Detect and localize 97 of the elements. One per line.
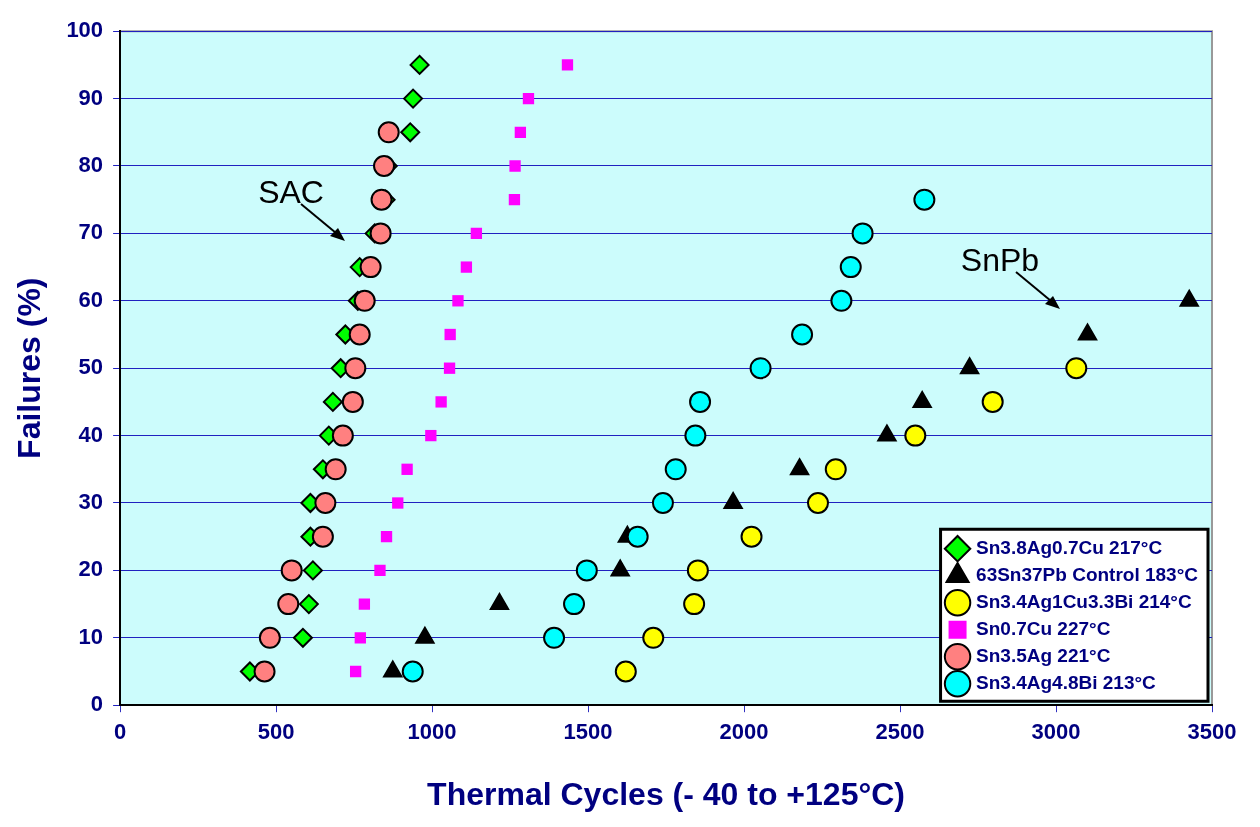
point (683, 593, 706, 616)
point (1065, 357, 1088, 380)
point (686, 559, 709, 582)
point (452, 295, 464, 307)
point (370, 188, 393, 211)
point (344, 357, 367, 380)
point (851, 222, 874, 245)
point (460, 261, 473, 273)
x-tick-label: 3500 (1187, 719, 1237, 745)
point (302, 560, 323, 581)
point (664, 458, 687, 481)
point (543, 626, 566, 649)
point (824, 458, 847, 481)
point (258, 626, 281, 649)
point (981, 390, 1004, 413)
point (400, 122, 421, 143)
point (904, 424, 927, 447)
x-tick-label: 500 (257, 719, 295, 745)
point (514, 126, 527, 138)
point (409, 54, 430, 75)
x-tick-label: 1000 (407, 719, 457, 745)
point (380, 531, 393, 543)
point (369, 222, 392, 245)
legend-label: Sn0.7Cu 227°C (976, 617, 1111, 639)
point (642, 626, 665, 649)
y-tick-label: 0 (90, 691, 104, 717)
point (354, 632, 366, 644)
y-tick-label: 80 (78, 152, 104, 178)
point (791, 323, 814, 346)
point (401, 463, 413, 475)
point (311, 525, 334, 548)
point (349, 665, 362, 678)
y-tick-label: 90 (78, 84, 104, 110)
point (392, 497, 404, 509)
point (740, 525, 763, 548)
y-tick-label: 40 (78, 421, 104, 447)
point (626, 525, 649, 548)
point (435, 396, 447, 408)
point (749, 357, 772, 380)
x-tick-label: 3000 (1031, 719, 1081, 745)
point (425, 429, 437, 442)
x-tick-label: 2500 (875, 719, 925, 745)
point (324, 458, 347, 481)
point (359, 256, 382, 279)
y-tick-label: 100 (66, 17, 104, 43)
point (403, 88, 424, 109)
point (651, 492, 674, 514)
point (839, 256, 862, 279)
point (401, 660, 424, 683)
x-tick-label: 0 (113, 719, 127, 745)
point (348, 323, 371, 346)
point (806, 492, 829, 514)
legend-label: Sn3.4Ag1Cu3.3Bi 214°C (976, 590, 1192, 612)
point (277, 593, 300, 616)
y-tick-label: 70 (78, 219, 104, 245)
point (358, 598, 371, 610)
point (575, 559, 598, 582)
point (341, 390, 364, 413)
point (443, 362, 456, 374)
point (913, 188, 936, 211)
legend-label: 63Sn37Pb Control 183°C (976, 563, 1199, 585)
x-axis-title: Thermal Cycles (- 40 to +125°C) (427, 775, 905, 812)
legend-label: Sn3.5Ag 221°C (976, 644, 1111, 666)
y-tick-label: 50 (78, 354, 104, 380)
point (444, 328, 456, 341)
annotation: SnPb (959, 241, 1040, 279)
point (522, 92, 535, 105)
point (374, 564, 386, 577)
point (253, 660, 276, 683)
point (377, 121, 400, 144)
point (684, 424, 707, 447)
point (561, 59, 574, 71)
point (563, 593, 586, 616)
point (508, 194, 521, 206)
annotation: SAC (257, 174, 324, 212)
point (314, 492, 337, 514)
legend-label: Sn3.8Ag0.7Cu 217°C (976, 536, 1163, 558)
point (470, 227, 483, 240)
point (830, 289, 853, 312)
x-tick-label: 2000 (719, 719, 769, 745)
y-tick-label: 60 (78, 286, 104, 312)
y-tick-label: 10 (78, 623, 104, 649)
y-tick-label: 30 (78, 489, 104, 515)
point (331, 424, 354, 447)
point (689, 390, 712, 413)
legend-label: Sn3.4Ag4.8Bi 213°C (976, 671, 1157, 693)
point (298, 594, 319, 615)
point (509, 160, 521, 172)
point (292, 627, 313, 648)
point (614, 660, 637, 683)
point (322, 391, 343, 412)
y-axis-title: Failures (%) (11, 277, 48, 459)
point (373, 155, 396, 177)
point (280, 559, 303, 582)
y-tick-label: 20 (78, 556, 104, 582)
x-tick-label: 1500 (563, 719, 613, 745)
point (353, 289, 376, 312)
